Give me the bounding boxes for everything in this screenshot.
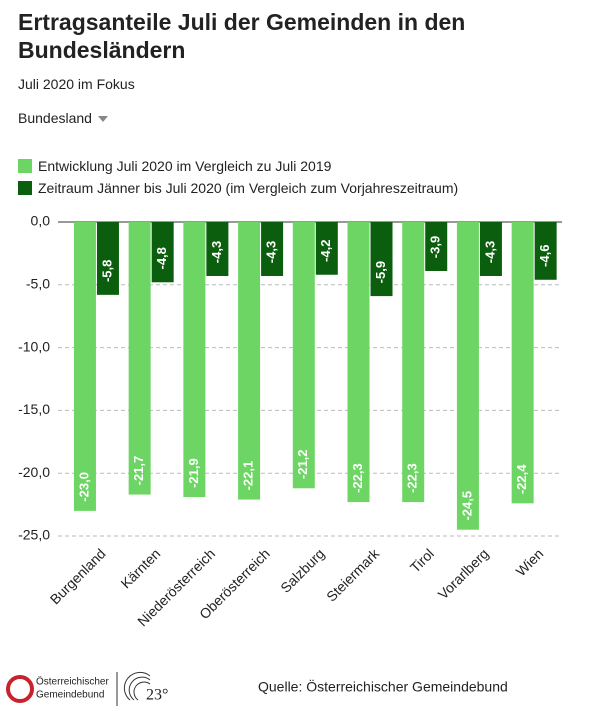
- value-label: -5,8: [99, 260, 114, 282]
- bar: [534, 222, 557, 280]
- x-tick-label: Tirol: [407, 545, 437, 575]
- bar: [238, 222, 261, 500]
- y-tick-label: -10,0: [18, 338, 50, 354]
- y-tick-label: -5,0: [26, 276, 50, 292]
- value-label: -22,3: [350, 463, 365, 493]
- bar: [96, 222, 119, 295]
- dropdown-label[interactable]: Bundesland: [18, 110, 92, 126]
- legend-swatch: [18, 159, 32, 173]
- badge-icon: [123, 671, 151, 701]
- value-label: -4,3: [264, 241, 279, 263]
- bar: [370, 222, 393, 297]
- x-tick-label: Wien: [513, 545, 547, 579]
- chart-subtitle: Juli 2020 im Fokus: [18, 76, 135, 92]
- chart-title: Ertragsanteile Juli der Gemeinden in den…: [18, 9, 466, 63]
- badge-text: 23°: [146, 687, 168, 704]
- value-label: -21,7: [131, 456, 146, 486]
- bar: [73, 222, 96, 511]
- value-label: -4,8: [154, 247, 169, 269]
- value-label: -22,3: [405, 463, 420, 493]
- bar: [347, 222, 370, 503]
- value-label: -3,9: [428, 236, 443, 258]
- bar: [425, 222, 448, 271]
- y-tick-label: -15,0: [18, 401, 50, 417]
- value-label: -4,2: [318, 240, 333, 262]
- bar: [128, 222, 151, 495]
- logo-text: Österreichischer: [36, 676, 109, 688]
- y-tick-label: -20,0: [18, 464, 50, 480]
- value-label: -21,9: [186, 458, 201, 488]
- logo-mark: [6, 675, 34, 703]
- value-label: -4,3: [482, 241, 497, 263]
- bar: [261, 222, 284, 277]
- x-tick-label: Salzburg: [277, 545, 327, 595]
- legend-swatch: [18, 181, 32, 195]
- bar: [402, 222, 425, 503]
- value-label: -4,3: [209, 241, 224, 263]
- bar: [292, 222, 315, 489]
- value-label: -22,4: [514, 464, 529, 494]
- bar: [315, 222, 338, 275]
- x-tick-label: Kärnten: [117, 545, 163, 591]
- value-label: -21,2: [295, 449, 310, 479]
- x-tick-label: Steiermark: [323, 545, 383, 605]
- legend-item[interactable]: Zeitraum Jänner bis Juli 2020 (im Vergle…: [18, 180, 458, 196]
- source: Quelle: Österreichischer Gemeindebund: [258, 678, 508, 695]
- y-tick-label: -25,0: [18, 527, 50, 543]
- bar: [183, 222, 206, 498]
- dropdown-arrow[interactable]: [97, 116, 108, 123]
- bar: [456, 222, 479, 530]
- legend-label: Zeitraum Jänner bis Juli 2020 (im Vergle…: [38, 180, 459, 196]
- bar: [151, 222, 174, 283]
- bar: [511, 222, 534, 504]
- bar: [206, 222, 229, 277]
- legend-item[interactable]: Entwicklung Juli 2020 im Vergleich zu Ju…: [18, 158, 331, 174]
- value-label: -22,1: [241, 461, 256, 491]
- logo-text: Gemeindebund: [36, 690, 104, 701]
- y-tick-label: 0,0: [31, 213, 51, 229]
- value-label: -24,5: [459, 491, 474, 521]
- bar: [479, 222, 502, 277]
- value-label: -4,6: [537, 245, 552, 267]
- dropdown[interactable]: Bundesland: [18, 110, 108, 126]
- x-tick-label: Vorarlberg: [435, 545, 492, 602]
- legend-label: Entwicklung Juli 2020 im Vergleich zu Ju…: [38, 158, 332, 174]
- value-label: -5,9: [373, 261, 388, 283]
- x-tick-label: Burgenland: [47, 545, 109, 607]
- value-label: -23,0: [76, 472, 91, 502]
